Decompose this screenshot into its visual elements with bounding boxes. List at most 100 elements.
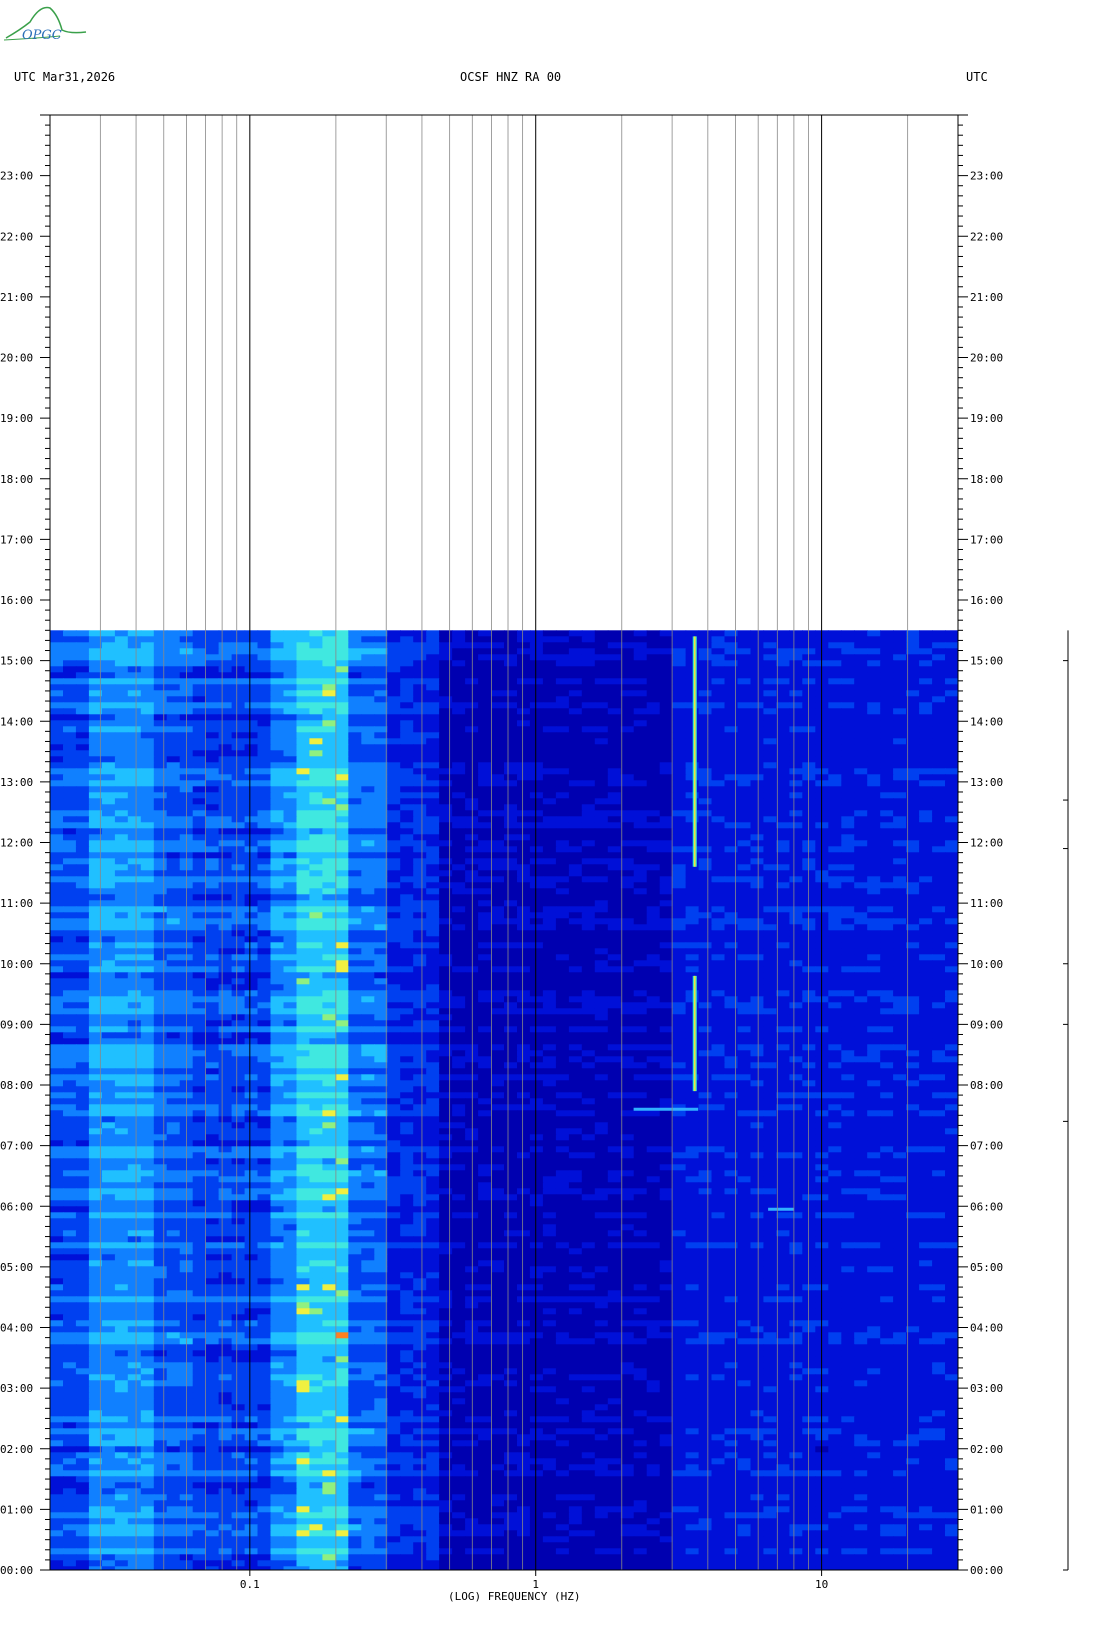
heatmap-cell <box>659 756 674 763</box>
heatmap-cell <box>633 864 648 871</box>
heatmap-cell <box>192 834 207 841</box>
heatmap-cell <box>880 738 894 745</box>
heatmap-cell <box>50 1056 64 1063</box>
heatmap-cell <box>218 750 233 757</box>
heatmap-cell <box>867 720 881 727</box>
heatmap-cell <box>542 912 557 919</box>
heatmap-cell <box>257 834 272 841</box>
heatmap-cell <box>854 708 868 715</box>
heatmap-cell <box>478 966 492 973</box>
heatmap-cell <box>594 684 609 691</box>
heatmap-cell <box>711 876 726 883</box>
heatmap-cell <box>166 990 181 997</box>
heatmap-cell <box>568 720 583 727</box>
heatmap-cell <box>919 714 933 721</box>
heatmap-cell <box>101 666 116 673</box>
heatmap-cell <box>737 708 752 715</box>
heatmap-cell <box>763 1014 777 1021</box>
heatmap-cell <box>945 984 958 991</box>
heatmap-cell <box>828 774 842 781</box>
heatmap-cell <box>75 744 90 751</box>
heatmap-cell <box>724 888 739 895</box>
heatmap-cell <box>685 834 700 841</box>
heatmap-cell <box>815 726 829 733</box>
heatmap-cell <box>361 906 375 913</box>
heatmap-cell <box>400 936 414 943</box>
heatmap-cell <box>802 642 816 649</box>
heatmap-cell <box>400 762 414 769</box>
heatmap-cell <box>140 1050 155 1057</box>
heatmap-cell <box>607 756 622 763</box>
heatmap-cell <box>283 834 298 841</box>
heatmap-cell <box>75 654 90 661</box>
heatmap-cell <box>127 1008 142 1015</box>
heatmap-cell <box>620 948 635 955</box>
heatmap-cell <box>335 828 349 835</box>
heatmap-cell <box>620 774 635 781</box>
heatmap-cell <box>374 798 388 805</box>
heatmap-cell <box>75 978 90 985</box>
heatmap-cell <box>633 780 648 787</box>
heatmap-cell <box>594 924 609 931</box>
heatmap-cell <box>491 684 505 691</box>
heatmap-cell <box>711 660 726 667</box>
heatmap-cell <box>426 696 440 703</box>
heatmap-cell <box>750 654 765 661</box>
heatmap-cell <box>906 1008 920 1015</box>
heatmap-cell <box>750 648 765 655</box>
heatmap-cell <box>815 720 829 727</box>
heatmap-cell <box>737 786 752 793</box>
heatmap-cell <box>218 840 233 847</box>
heatmap-cell <box>348 1002 362 1009</box>
heatmap-cell <box>776 720 790 727</box>
heatmap-cell <box>750 774 765 781</box>
heatmap-cell <box>828 990 842 997</box>
heatmap-cell <box>244 900 259 907</box>
heatmap-cell <box>828 852 842 859</box>
heatmap-cell <box>945 810 958 817</box>
heatmap-cell <box>659 672 674 679</box>
heatmap-cell <box>815 966 829 973</box>
heatmap-cell <box>153 744 168 751</box>
heatmap-cell <box>711 996 726 1003</box>
heatmap-cell <box>361 636 375 643</box>
heatmap-cell <box>880 630 894 637</box>
heatmap-cell <box>387 882 401 889</box>
heatmap-cell <box>906 882 920 889</box>
heatmap-cell <box>50 888 64 895</box>
heatmap-cell <box>841 1008 855 1015</box>
heatmap-cell <box>737 870 752 877</box>
heatmap-cell <box>945 708 958 715</box>
heatmap-cell <box>659 654 674 661</box>
heatmap-cell <box>750 870 765 877</box>
heatmap-cell <box>283 1038 298 1045</box>
heatmap-cell <box>568 1044 583 1051</box>
heatmap-cell <box>244 942 259 949</box>
heatmap-cell <box>737 966 752 973</box>
heatmap-cell <box>270 684 285 691</box>
heatmap-cell <box>607 1002 622 1009</box>
heatmap-cell <box>257 978 272 985</box>
heatmap-cell <box>711 642 726 649</box>
heatmap-cell <box>361 798 375 805</box>
heatmap-cell <box>711 978 726 985</box>
heatmap-cell <box>529 1038 544 1045</box>
heatmap-cell <box>309 810 323 817</box>
heatmap-cell <box>63 1002 77 1009</box>
heatmap-cell <box>750 720 765 727</box>
heatmap-cell <box>153 954 168 961</box>
heatmap-cell <box>348 768 362 775</box>
heatmap-cell <box>361 804 375 811</box>
heatmap-cell <box>867 1014 881 1021</box>
heatmap-cell <box>127 804 142 811</box>
heatmap-cell <box>322 702 336 709</box>
heatmap-cell <box>257 972 272 979</box>
heatmap-cell <box>387 630 401 637</box>
heatmap-cell <box>452 888 466 895</box>
heatmap-cell <box>789 954 803 961</box>
heatmap-cell <box>322 996 336 1003</box>
heatmap-cell <box>776 774 790 781</box>
heatmap-cell <box>413 660 427 667</box>
heatmap-cell <box>698 696 713 703</box>
heatmap-cell <box>620 666 635 673</box>
